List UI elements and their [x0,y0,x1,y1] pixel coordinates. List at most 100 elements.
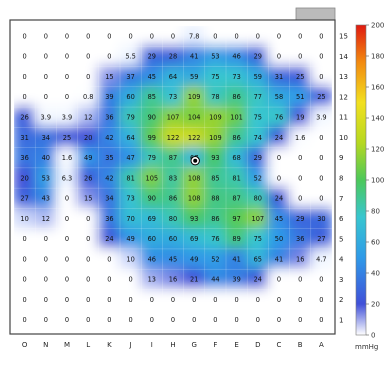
cell-value-label: 64 [126,134,134,142]
cell-value-label: 0 [150,316,154,324]
heat-cell [140,288,164,311]
heat-cell [55,187,79,210]
cell-value-label: 49 [84,154,92,162]
heat-cell [119,85,143,109]
cell-value-label: 24 [275,195,283,203]
heat-cell [119,247,143,271]
heat-cell [34,126,58,149]
cell-value-label: 86 [232,134,240,142]
cell-value-label: 0 [44,316,48,324]
heat-cell [55,26,79,48]
row-labels: 15 14 13 12 11 10 9 8 7 6 5 4 3 2 1 [339,33,348,325]
cell-value-label: 0 [298,296,302,304]
cell-value-label: 0 [65,53,69,61]
cell-value-label: 0 [234,296,238,304]
heat-cell [34,146,58,169]
heat-cell [225,166,249,190]
heat-cell [225,146,249,169]
cell-value-label: 21 [190,276,198,284]
cell-value-label: 20 [84,134,92,142]
heat-cell [225,26,249,48]
cell-value-label: 0 [65,255,69,263]
cell-value-label: 47 [126,154,134,162]
column-label: G [191,341,196,349]
heat-cell [203,247,227,271]
cell-value-label: 35 [105,154,113,162]
cell-value-label: 0 [277,174,281,182]
heat-cell [97,45,121,68]
row-label: 12 [339,93,348,101]
heat-cell [119,126,143,149]
cell-value-label: 50 [275,235,283,243]
cell-value-label: 43 [42,195,50,203]
cell-value-label: 29 [148,53,156,61]
cell-value-label: 60 [169,235,177,243]
cell-value-label: 36 [105,215,113,223]
cell-value-label: 107 [252,215,265,223]
cell-value-label: 0 [44,53,48,61]
cell-value-label: 97 [232,215,240,223]
colorbar-tick-label: 100 [371,177,384,185]
cell-value-label: 93 [190,215,198,223]
heat-cell [55,268,79,291]
cell-value-label: 0 [22,235,26,243]
value-labels: 0 0 0 0 0 0 0 0 7.8 0 0 0 0 0 0 0 0 0 0 0 5.5 29 28 41 53 46 29 0 0 0… [20,32,326,324]
heat-cell [288,308,312,330]
heat-cell [309,308,332,330]
heat-cell [182,247,206,271]
cell-value-label: 39 [232,276,240,284]
cell-value-label: 88 [211,195,219,203]
heat-cell [97,288,121,311]
heat-cell [119,227,143,250]
heat-cell [76,308,100,330]
cell-value-label: 0 [128,276,132,284]
cell-value-label: 0 [107,53,111,61]
cell-value-label: 64 [169,73,177,81]
grid-layer [13,25,333,331]
heat-cell [225,288,249,311]
cell-value-label: 3.9 [316,114,327,122]
cell-value-label: 0 [44,296,48,304]
cell-value-label: 108 [188,174,201,182]
colorbar-tick-label: 40 [371,270,380,278]
heat-cell [161,166,185,190]
heat-cell [97,126,121,149]
row-label: 6 [339,215,344,223]
cell-value-label: 0 [128,32,132,40]
cell-value-label: 86 [211,215,219,223]
heat-cell [76,65,100,88]
heat-cell [14,227,37,250]
column-label: K [107,341,112,349]
heat-cell [288,288,312,311]
heat-cell [288,247,312,271]
row-label: 3 [339,276,343,284]
cell-value-label: 24 [105,235,113,243]
cell-value-label: 108 [188,195,201,203]
cell-value-label: 107 [167,114,180,122]
cell-value-label: 0 [107,255,111,263]
cell-value-label: 15 [84,195,92,203]
heat-cell [288,65,312,88]
cell-value-label: 87 [169,154,177,162]
cell-value-label: 80 [254,195,262,203]
heat-cell [55,166,79,190]
cell-value-label: 1.6 [62,154,73,162]
cell-value-label: 53 [211,53,219,61]
cell-value-label: 13 [148,276,156,284]
cell-value-label: 0 [319,276,323,284]
heat-cell [55,308,79,330]
cell-value-label: 0 [107,32,111,40]
heat-cell [161,187,185,210]
cell-value-label: 0 [44,73,48,81]
cell-value-label: 69 [148,215,156,223]
heat-cell [140,106,164,129]
heat-cell [161,247,185,271]
heat-cell [76,106,100,129]
heat-cell [267,288,291,311]
cell-value-label: 29 [296,215,304,223]
cell-value-label: 0 [22,276,26,284]
cell-value-label: 0 [44,255,48,263]
cell-value-label: 79 [148,154,156,162]
row-label: 13 [339,73,348,81]
